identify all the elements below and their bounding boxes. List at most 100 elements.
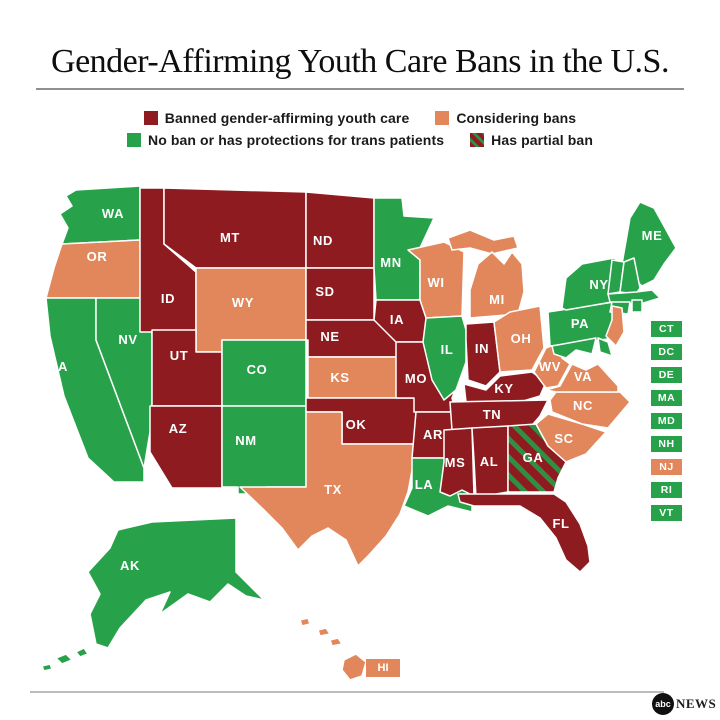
state-wv-shape bbox=[533, 343, 571, 389]
state-pa-label: PA bbox=[571, 316, 589, 331]
state-mo-label: MO bbox=[405, 371, 427, 386]
state-nm-shape bbox=[221, 405, 307, 495]
state-ak-shape bbox=[41, 663, 53, 672]
state-ga-label: GA bbox=[523, 450, 544, 465]
state-va-shape bbox=[545, 363, 619, 393]
state-az-label: AZ bbox=[169, 421, 188, 436]
state-fl-shape bbox=[457, 493, 591, 573]
state-hi-shape bbox=[317, 627, 331, 637]
state-ia-label: IA bbox=[390, 312, 404, 327]
hawaii-badge: HI bbox=[366, 659, 400, 677]
badge-nj: NJ bbox=[651, 459, 682, 475]
state-wi-label: WI bbox=[427, 275, 444, 290]
state-in-label: IN bbox=[475, 341, 489, 356]
state-fl-label: FL bbox=[552, 516, 569, 531]
legend-label-no-ban: No ban or has protections for trans pati… bbox=[148, 132, 445, 149]
state-mn-label: MN bbox=[380, 255, 401, 270]
state-sd-label: SD bbox=[315, 284, 334, 299]
state-tn-label: TN bbox=[483, 407, 502, 422]
state-sc-shape bbox=[535, 413, 607, 463]
badge-ct: CT bbox=[651, 321, 682, 337]
state-la-label: LA bbox=[415, 477, 434, 492]
state-co-label: CO bbox=[247, 362, 268, 377]
state-al-label: AL bbox=[480, 454, 499, 469]
legend-row-2: No ban or has protections for trans pati… bbox=[0, 132, 720, 148]
state-il-label: IL bbox=[441, 342, 454, 357]
footer-divider bbox=[30, 691, 664, 693]
state-nd-label: ND bbox=[313, 233, 333, 248]
page-title: Gender-Affirming Youth Care Bans in the … bbox=[51, 43, 669, 80]
small-states-badge-list: CT DC DE MA MD NH NJ RI VT bbox=[651, 321, 682, 521]
title-underline bbox=[36, 88, 684, 91]
badge-ma: MA bbox=[651, 390, 682, 406]
legend-label-considering: Considering bans bbox=[456, 110, 577, 127]
state-ne-label: NE bbox=[320, 329, 339, 344]
state-sc-label: SC bbox=[554, 431, 573, 446]
state-or-label: OR bbox=[87, 249, 108, 264]
state-nd-shape bbox=[305, 191, 375, 269]
no-ban-swatch-icon bbox=[127, 133, 141, 148]
state-ms-label: MS bbox=[445, 455, 466, 470]
abc-news-logo: abc NEWS bbox=[652, 693, 716, 715]
legend-item-partial: Has partial ban bbox=[470, 132, 593, 148]
state-id-label: ID bbox=[161, 291, 175, 306]
state-ny-label: NY bbox=[589, 277, 608, 292]
state-wv-label: WV bbox=[539, 359, 561, 374]
state-mt-shape bbox=[163, 187, 307, 269]
state-mi-label: MI bbox=[489, 292, 505, 307]
state-hi-shape bbox=[341, 653, 367, 681]
badge-nh: NH bbox=[651, 436, 682, 452]
state-mt-label: MT bbox=[220, 230, 240, 245]
state-oh-label: OH bbox=[511, 331, 532, 346]
legend-item-no-ban: No ban or has protections for trans pati… bbox=[127, 132, 444, 148]
state-tx-label: TX bbox=[324, 482, 342, 497]
state-ak-label: AK bbox=[120, 558, 140, 573]
badge-de: DE bbox=[651, 367, 682, 383]
state-il-shape bbox=[422, 315, 467, 401]
state-ma-shape bbox=[607, 289, 661, 305]
state-ar-label: AR bbox=[423, 427, 443, 442]
state-ca-label: CA bbox=[48, 359, 68, 374]
badge-md: MD bbox=[651, 413, 682, 429]
state-wy-label: WY bbox=[232, 295, 254, 310]
state-hi-shape bbox=[299, 617, 311, 627]
state-nm-label: NM bbox=[235, 433, 256, 448]
state-ok-label: OK bbox=[346, 417, 367, 432]
state-nv-label: NV bbox=[118, 332, 137, 347]
abc-logo-circle-icon: abc bbox=[652, 693, 674, 715]
legend-label-banned: Banned gender-affirming youth care bbox=[164, 110, 410, 127]
partial-ban-swatch-icon bbox=[470, 133, 485, 148]
state-ky-label: KY bbox=[494, 381, 513, 396]
state-va-label: VA bbox=[574, 369, 592, 384]
state-tn-shape bbox=[449, 399, 549, 431]
state-mi-shape bbox=[469, 251, 525, 319]
state-hi-shape bbox=[329, 637, 343, 647]
header: Gender-Affirming Youth Care Bans in the … bbox=[0, 0, 720, 91]
legend-item-banned: Banned gender-affirming youth care bbox=[143, 110, 410, 127]
state-ks-label: KS bbox=[330, 370, 349, 385]
legend-item-considering: Considering bans bbox=[435, 110, 576, 126]
state-wa-shape bbox=[59, 185, 141, 245]
state-nj-shape bbox=[605, 305, 625, 347]
state-oh-shape bbox=[493, 305, 545, 373]
legend-row-1: Banned gender-affirming youth care Consi… bbox=[0, 110, 720, 126]
legend: Banned gender-affirming youth care Consi… bbox=[0, 110, 720, 148]
state-ak-shape bbox=[55, 653, 73, 665]
considering-swatch-icon bbox=[435, 111, 450, 126]
state-ak-shape bbox=[87, 517, 265, 649]
badge-dc: DC bbox=[651, 344, 682, 360]
state-ak-shape bbox=[75, 647, 89, 658]
state-nc-label: NC bbox=[573, 398, 593, 413]
state-me-label: ME bbox=[642, 228, 663, 243]
badge-vt: VT bbox=[651, 505, 682, 521]
state-mi-shape bbox=[447, 229, 519, 255]
state-ks-shape bbox=[307, 356, 399, 399]
state-md-shape bbox=[551, 337, 597, 359]
state-az-shape bbox=[149, 405, 223, 489]
legend-label-partial: Has partial ban bbox=[491, 132, 593, 149]
state-ri-shape bbox=[631, 299, 643, 313]
state-de-shape bbox=[597, 337, 613, 357]
state-wa-label: WA bbox=[102, 206, 124, 221]
